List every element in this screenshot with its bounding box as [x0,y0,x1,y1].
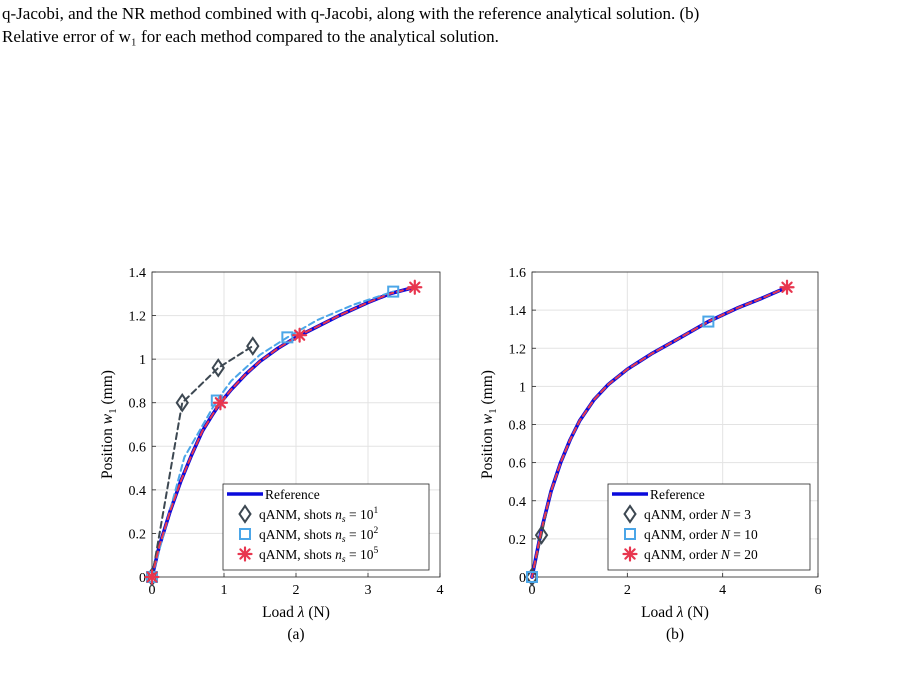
x-axis-label: Load λ (N) [262,604,330,621]
y-axis-label: Position w1 (mm) [99,370,119,479]
x-tick-label: 4 [719,583,726,598]
caption-line-1: q-Jacobi, and the NR method combined wit… [2,4,700,23]
figure-caption: q-Jacobi, and the NR method combined wit… [2,2,914,48]
series-marker-2 [702,315,715,328]
x-tick-label: 4 [437,583,444,598]
series-marker-2 [387,285,400,298]
series-marker-2 [281,331,294,344]
legend-label: qANM, shots ns = 102 [259,526,378,545]
y-tick-label: 1.2 [509,342,527,357]
x-tick-label: 0 [529,583,536,598]
y-tick-label: 0.6 [509,457,527,472]
legend-box [222,483,430,571]
series-marker-1 [534,525,549,545]
x-tick-label: 1 [221,583,228,598]
legend-label: qANM, order N = 3 [644,507,751,522]
series-marker-3 [407,279,423,295]
legend-swatch-marker [622,546,638,562]
legend-label: Reference [650,487,705,502]
series-marker-3 [144,569,160,585]
legend-swatch-marker [237,546,253,562]
chart-panel-b: 0 2 4 6 0 0.2 0.4 0.6 0.8 1 1.2 1.4 1.6 Load λ (N) Pos… [479,266,822,643]
legend-swatch-marker [239,528,251,540]
y-tick-label: 1.2 [129,310,147,325]
y-tick-label: 1.4 [509,304,527,319]
caption-line-2: Relative error of w₁ for each method com… [2,27,499,46]
series-marker-1 [525,567,539,587]
series-marker-1 [246,336,260,356]
series-marker-3 [212,395,228,411]
series-marker-1 [175,392,189,413]
y-tick-label: 1 [139,353,146,368]
y-tick-label: 0 [139,571,146,586]
panel-label: (a) [287,626,304,643]
series-line-2 [151,290,395,578]
legend-box [607,483,811,571]
y-axis-label: Position w1 (mm) [479,370,499,479]
series-marker-2 [526,571,538,583]
series-marker-3 [292,327,308,343]
y-tick-label: 1.4 [129,266,147,281]
legend-swatch-marker [624,528,636,540]
y-tick-label: 0.4 [129,484,147,499]
legend-label: qANM, order N = 20 [644,547,758,562]
x-tick-label: 2 [624,583,631,598]
series-line-1 [151,345,254,578]
y-tick-label: 0.8 [129,397,147,412]
series-marker-1 [211,358,225,378]
y-tick-label: 1.6 [509,266,527,281]
legend-swatch-marker [623,504,637,524]
y-tick-label: 0.2 [509,533,527,548]
y-tick-label: 0.4 [509,495,527,510]
x-axis-label: Load λ (N) [641,604,709,621]
y-tick-label: 0.8 [509,419,527,434]
y-tick-label: 0.6 [129,440,147,455]
legend-swatch-marker [238,504,252,524]
legend: Reference qANM, order N = 3 qANM, order N … [607,483,811,571]
panel-label: (b) [666,626,684,643]
legend-label: qANM, order N = 10 [644,527,758,542]
y-tick-label: 1 [519,380,526,395]
x-tick-label: 2 [293,583,300,598]
series-line-3 [151,286,416,578]
series-marker-3 [779,279,795,295]
x-tick-label: 0 [149,583,156,598]
chart-panel-a: 0 1 2 3 4 0 0.2 0.4 0.6 0.8 1 1.2 1.4 Load λ (N) Posit… [99,266,444,643]
legend-label: Reference [265,487,320,502]
y-tick-label: 0 [519,571,526,586]
legend-label: qANM, shots ns = 105 [259,546,378,565]
x-tick-label: 3 [365,583,372,598]
y-tick-label: 0.2 [129,527,147,542]
legend-label: qANM, shots ns = 101 [259,506,378,525]
x-tick-label: 6 [815,583,822,598]
series-line-3 [531,286,789,578]
